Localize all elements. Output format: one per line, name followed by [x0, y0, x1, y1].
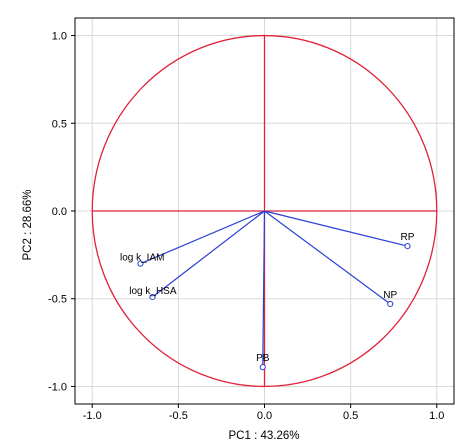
- loading-vector: [262, 210, 266, 368]
- y-tick-label: -1.0: [48, 381, 67, 393]
- y-axis-label: PC2 : 28.66%: [22, 189, 34, 261]
- y-tick-label: 1.0: [52, 31, 67, 43]
- y-tick-label: -0.5: [48, 294, 67, 306]
- loading-vector: [264, 210, 408, 247]
- y-tick-label: 0.5: [52, 118, 67, 130]
- loading-point: [137, 260, 144, 267]
- x-tick-label: 0.0: [257, 410, 272, 422]
- loading-point: [149, 293, 156, 301]
- loading-point: [259, 364, 266, 371]
- tick-labels: -1.0 -0.5 0.0 0.5 1.0 1.0 0.5 0.0 -0.5 -1.0: [48, 31, 444, 422]
- x-tick-label: -1.0: [83, 410, 102, 422]
- loading-vector: [140, 210, 265, 265]
- point-label: RP: [401, 232, 415, 243]
- loading-vector: [264, 210, 391, 305]
- plot-frame: [71, 17, 455, 408]
- x-tick-label: 0.5: [343, 410, 358, 422]
- loading-vector: [152, 210, 265, 298]
- loading-point: [404, 242, 411, 250]
- point-label: PB: [256, 353, 270, 364]
- loading-vectors: [137, 210, 411, 371]
- point-label: log k_HSA: [129, 286, 177, 297]
- point-label: NP: [383, 290, 397, 301]
- x-tick-label: -0.5: [169, 410, 188, 422]
- y-tick-label: 0.0: [52, 206, 67, 218]
- x-axis-label: PC1 : 43.26%: [228, 430, 300, 442]
- point-label: log k_IAM: [120, 253, 164, 264]
- x-tick-label: 1.0: [429, 410, 444, 422]
- loading-point: [387, 300, 394, 308]
